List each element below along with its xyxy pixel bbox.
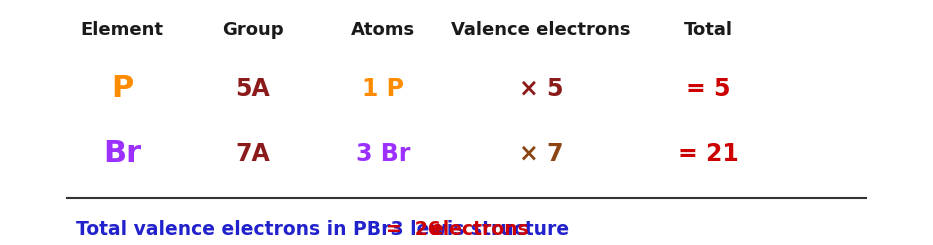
Text: P: P (111, 74, 133, 103)
Text: Br: Br (104, 139, 142, 169)
Text: = 21: = 21 (678, 142, 739, 166)
Text: = 5: = 5 (686, 77, 731, 101)
Text: 1 P: 1 P (362, 77, 404, 101)
Text: 7A: 7A (235, 142, 270, 166)
Text: Total: Total (684, 22, 732, 39)
Text: Group: Group (222, 22, 284, 39)
Text: Total valence electrons in PBr3 lewis structure: Total valence electrons in PBr3 lewis st… (76, 220, 569, 239)
Text: 3 Br: 3 Br (355, 142, 410, 166)
Text: electrons: electrons (430, 220, 529, 239)
Text: 5A: 5A (235, 77, 270, 101)
Text: × 5: × 5 (519, 77, 564, 101)
Text: =  26: = 26 (373, 220, 453, 239)
Text: Valence electrons: Valence electrons (452, 22, 631, 39)
Text: × 7: × 7 (519, 142, 564, 166)
Text: Element: Element (81, 22, 164, 39)
Text: Atoms: Atoms (351, 22, 415, 39)
